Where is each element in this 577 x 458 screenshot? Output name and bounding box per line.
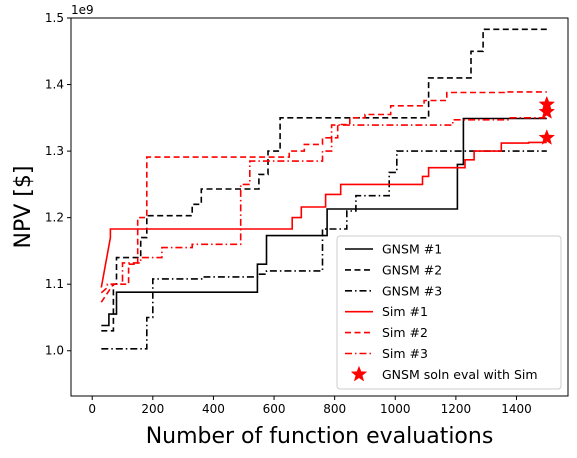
x-tick-label: 200 — [141, 402, 164, 416]
x-tick-label: 0 — [88, 402, 96, 416]
series-line-5 — [100, 91, 547, 303]
series-line-3 — [101, 150, 547, 350]
series-line-4 — [100, 141, 547, 288]
x-tick-label: 1400 — [501, 402, 532, 416]
x-axis-title: Number of function evaluations — [146, 424, 494, 449]
legend: GNSM #1 GNSM #2 GNSM #3 Sim #1 Sim #2 Sim #3 G… — [336, 235, 562, 390]
y-axis-title: NPV [$] — [11, 166, 36, 249]
y-tick-label: 1.4 — [45, 78, 64, 92]
axes-frame — [70, 17, 569, 397]
y-offset-label: 1e9 — [71, 3, 94, 17]
y-tick-label: 1.2 — [45, 211, 64, 225]
legend-label-1: GNSM #1 — [382, 242, 442, 257]
legend-box — [336, 235, 562, 390]
x-axis-ticks: 0 200 400 600 800 1000 1200 1400 — [88, 396, 532, 416]
y-tick-label: 1.5 — [45, 11, 64, 25]
legend-star-swatch — [350, 365, 368, 382]
y-tick-label: 1.3 — [45, 144, 64, 158]
x-tick-label: 1200 — [441, 402, 472, 416]
series-layer — [100, 28, 547, 350]
marker-layer — [538, 95, 556, 145]
x-tick-label: 400 — [202, 402, 225, 416]
series-line-2 — [101, 28, 547, 332]
legend-label-5: Sim #2 — [382, 325, 428, 340]
y-axis-ticks: 1.0 1.1 1.2 1.3 1.4 1.5 — [45, 11, 71, 358]
x-tick-label: 1000 — [380, 402, 411, 416]
legend-label-2: GNSM #2 — [382, 262, 442, 277]
legend-label-markers: GNSM soln eval with Sim — [382, 367, 538, 382]
star-marker-2 — [538, 103, 556, 119]
x-tick-label: 800 — [323, 402, 346, 416]
legend-label-4: Sim #1 — [382, 304, 428, 319]
star-marker-3 — [538, 129, 556, 145]
y-tick-label: 1.1 — [45, 277, 64, 291]
y-tick-label: 1.0 — [45, 344, 64, 358]
x-tick-label: 600 — [263, 402, 286, 416]
legend-label-6: Sim #3 — [382, 346, 428, 361]
legend-label-3: GNSM #3 — [382, 283, 442, 298]
series-line-6 — [100, 117, 547, 294]
